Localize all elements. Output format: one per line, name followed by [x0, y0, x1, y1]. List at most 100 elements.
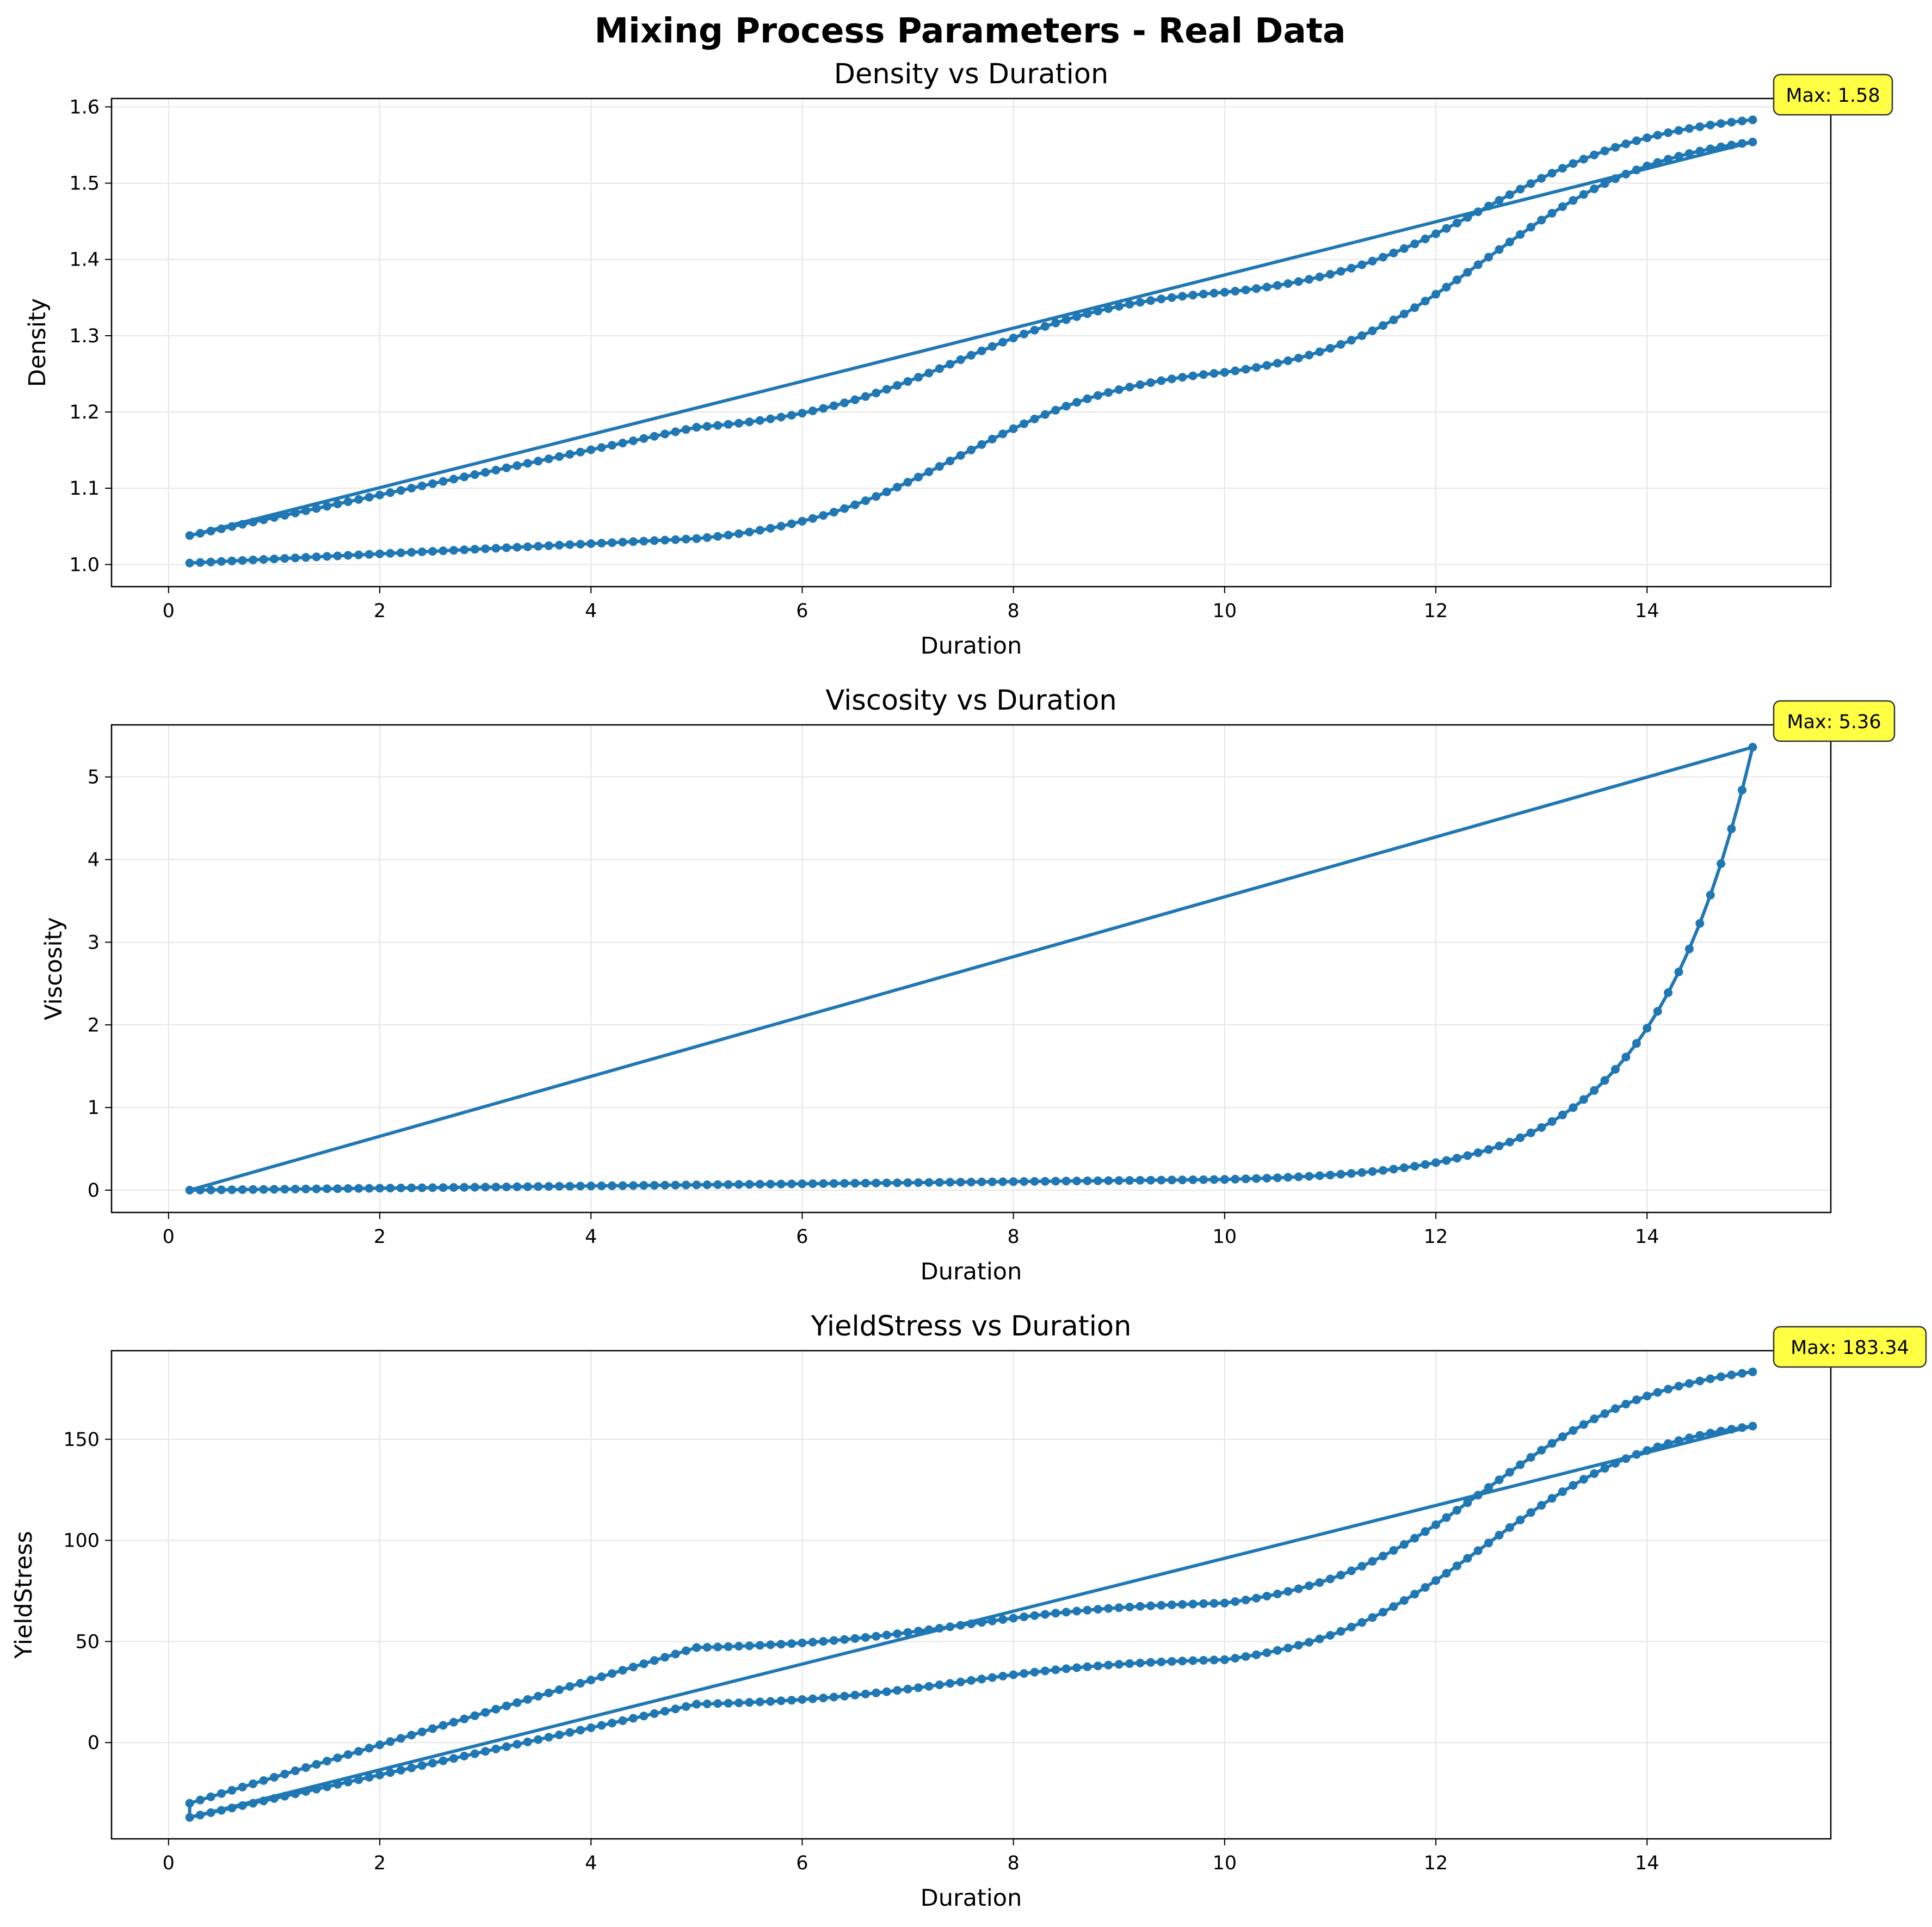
- data-point: [206, 1792, 215, 1801]
- y-tick-label: 5: [88, 767, 100, 789]
- data-point: [1738, 116, 1746, 126]
- data-point: [861, 496, 870, 506]
- y-tick-label: 150: [63, 1429, 100, 1451]
- axes-frame: [110, 1350, 1832, 1840]
- data-point: [1431, 229, 1441, 238]
- data-point: [576, 540, 585, 549]
- data-point: [1030, 325, 1039, 335]
- data-point: [745, 1641, 754, 1651]
- data-point: [1104, 388, 1113, 397]
- data-point: [1040, 410, 1050, 419]
- data-point: [829, 401, 838, 410]
- x-axis-label: Duration: [921, 632, 1022, 660]
- data-point: [565, 450, 575, 459]
- data-point: [787, 1639, 796, 1648]
- data-point: [1199, 1175, 1208, 1184]
- data-point: [840, 1635, 849, 1644]
- data-point: [439, 1183, 448, 1192]
- data-point: [375, 1770, 384, 1780]
- data-point: [1114, 1603, 1124, 1612]
- data-point: [850, 395, 860, 404]
- data-point: [1738, 1369, 1746, 1378]
- data-point: [513, 543, 522, 552]
- data-point: [861, 1633, 870, 1642]
- data-point: [1252, 363, 1261, 372]
- data-point: [502, 543, 511, 552]
- data-point: [513, 1740, 522, 1749]
- data-point: [534, 457, 543, 466]
- data-point: [671, 1180, 680, 1190]
- data-point: [365, 492, 374, 502]
- data-point: [1030, 1611, 1039, 1620]
- data-point: [1674, 968, 1683, 976]
- data-point: [1484, 1538, 1493, 1548]
- data-point: [1114, 1176, 1124, 1185]
- data-point: [798, 409, 807, 418]
- data-point: [470, 545, 479, 554]
- data-point: [555, 1181, 564, 1191]
- data-point: [1030, 1667, 1039, 1677]
- data-point: [913, 1683, 923, 1692]
- data-point: [544, 1182, 553, 1191]
- data-point: [1590, 184, 1599, 193]
- data-point: [692, 423, 701, 432]
- data-point: [1463, 1498, 1472, 1507]
- data-point: [1717, 119, 1726, 128]
- data-point: [755, 1697, 764, 1707]
- series-line: [188, 118, 1755, 565]
- data-point: [766, 1179, 775, 1189]
- chart-panel-3: 0 2 4 6 8 10 12 14 0 50 100 150 YieldStress vs Durat…: [10, 1310, 1927, 1912]
- data-point: [1706, 1374, 1715, 1383]
- data-point: [1537, 1123, 1546, 1132]
- data-point: [702, 1700, 712, 1708]
- data-point: [861, 392, 870, 401]
- data-point: [1125, 300, 1134, 309]
- data-point: [1336, 1627, 1345, 1636]
- data-point: [1452, 1561, 1461, 1571]
- data-point: [407, 484, 416, 492]
- data-point: [713, 1642, 723, 1652]
- x-tick-label: 6: [796, 1852, 808, 1874]
- data-point: [766, 1697, 775, 1706]
- data-point: [724, 420, 733, 429]
- data-point: [1526, 1128, 1535, 1137]
- y-tick-label: 1.3: [69, 325, 100, 347]
- data-point: [1241, 365, 1250, 374]
- data-point: [1653, 1442, 1662, 1451]
- data-point: [185, 1813, 194, 1822]
- data-point: [977, 440, 986, 449]
- data-point: [491, 1744, 501, 1753]
- x-axis-label: Duration: [921, 1258, 1022, 1285]
- data-point: [1368, 1613, 1377, 1622]
- data-point: [217, 1789, 226, 1798]
- data-point: [1209, 288, 1219, 298]
- data-point: [323, 502, 331, 511]
- data-point: [787, 411, 796, 420]
- data-point: [1357, 331, 1367, 340]
- data-point: [1695, 1431, 1705, 1440]
- x-tick-label: 0: [163, 600, 175, 622]
- data-point: [1283, 279, 1293, 288]
- data-point: [850, 1634, 860, 1643]
- data-point: [301, 1763, 311, 1772]
- data-point: [534, 1735, 543, 1744]
- data-point: [1473, 1148, 1483, 1158]
- data-point: [1030, 414, 1039, 423]
- data-point: [428, 1183, 437, 1192]
- data-point: [365, 550, 374, 559]
- data-point: [1083, 309, 1092, 318]
- data-point: [798, 1639, 807, 1647]
- data-point: [513, 461, 522, 470]
- data-point: [661, 1707, 670, 1716]
- data-point: [470, 1749, 479, 1758]
- data-point: [1526, 179, 1535, 188]
- data-point: [1695, 1376, 1705, 1386]
- x-tick-label: 0: [163, 1226, 175, 1248]
- data-point: [1315, 1634, 1324, 1643]
- data-point: [1738, 1423, 1746, 1432]
- data-point: [650, 432, 659, 441]
- data-point: [608, 1181, 616, 1190]
- data-point: [1505, 1468, 1514, 1477]
- y-tick-label: 1.2: [69, 402, 100, 423]
- data-point: [882, 1178, 891, 1187]
